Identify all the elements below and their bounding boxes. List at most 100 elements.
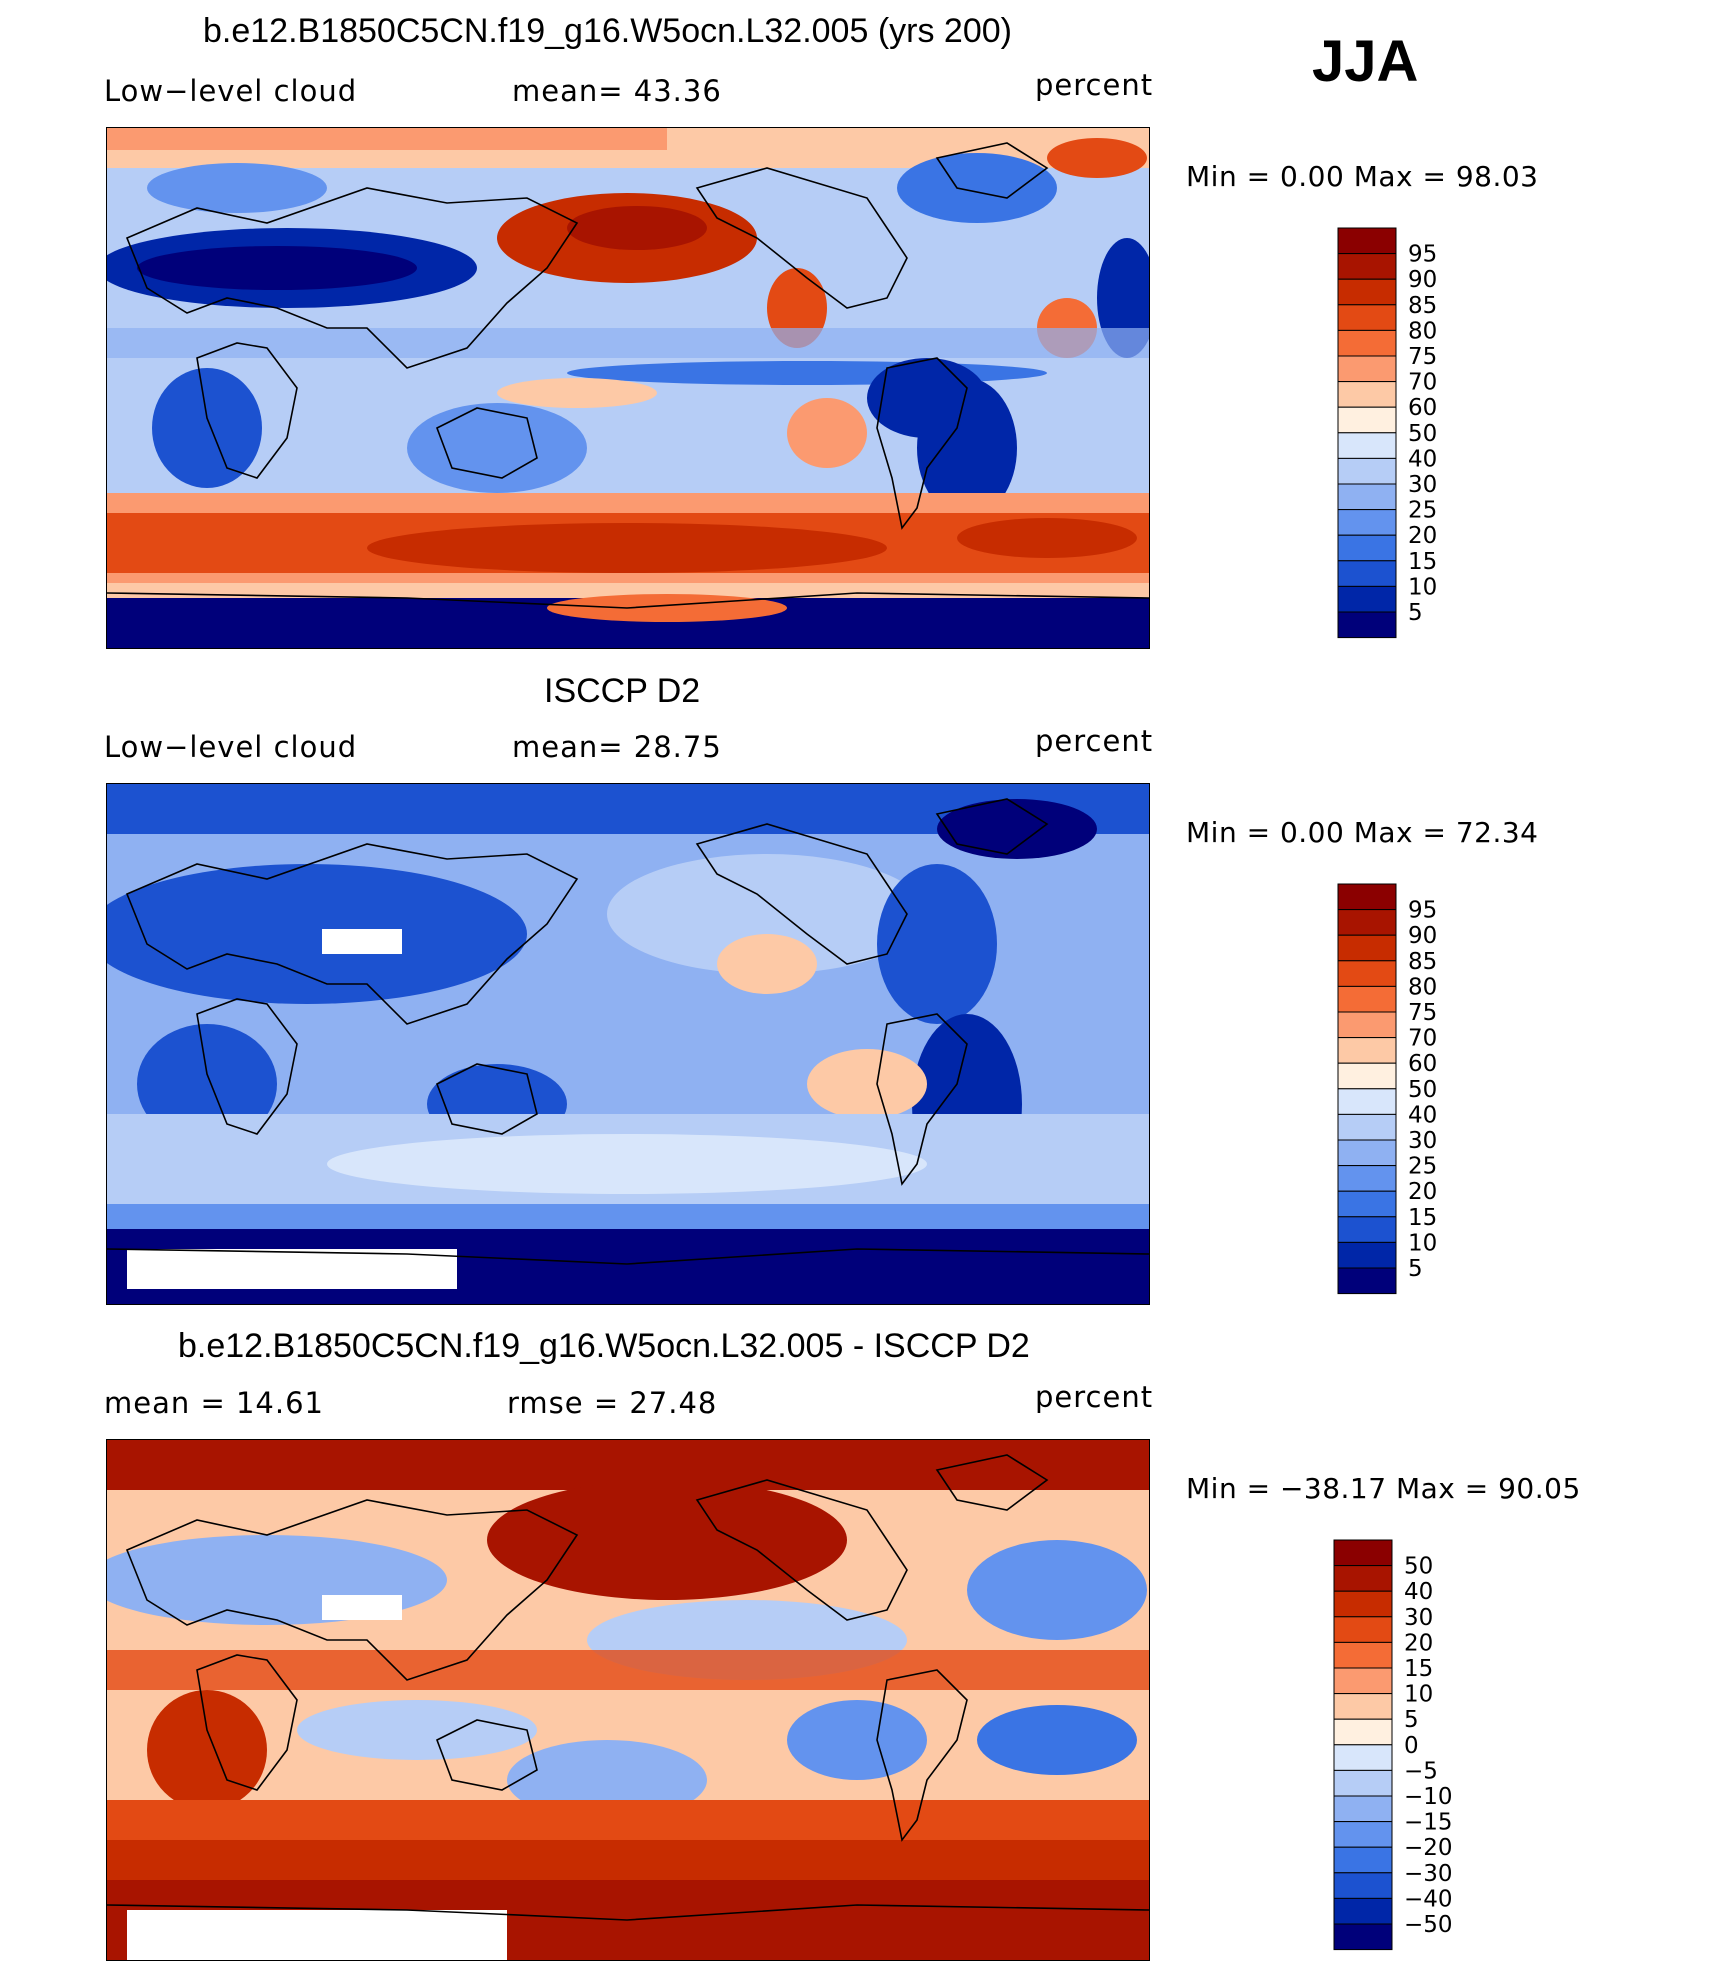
colorbar-swatch: [1337, 1037, 1397, 1064]
colorbar-swatch: [1337, 483, 1397, 511]
panel3-title: b.e12.B1850C5CN.f19_g16.W5ocn.L32.005 - …: [178, 1327, 1030, 1365]
colorbar-swatch: [1337, 278, 1397, 306]
colorbar-tick-label: −40: [1404, 1886, 1453, 1912]
colorbar-swatch: [1337, 585, 1397, 613]
colorbar-swatch: [1337, 1088, 1397, 1115]
colorbar-tick-label: 90: [1408, 923, 1437, 949]
colorbar-swatch: [1337, 934, 1397, 962]
season-label: JJA: [1312, 29, 1419, 94]
colorbar-tick-label: −50: [1404, 1912, 1453, 1938]
colorbar-tick-label: 70: [1408, 1026, 1437, 1052]
colorbar-tick-label: 80: [1408, 974, 1437, 1000]
colorbar-tick-label: 80: [1408, 318, 1437, 344]
panel1-map: [106, 127, 1150, 649]
colorbar-swatch: [1337, 883, 1397, 911]
colorbar-swatch: [1333, 1641, 1393, 1669]
colorbar-swatch: [1337, 985, 1397, 1013]
colorbar-tick-label: 30: [1404, 1605, 1433, 1631]
colorbar-tick-label: 15: [1408, 1205, 1437, 1231]
panel3-minmax: Min = −38.17 Max = 90.05: [1186, 1472, 1581, 1505]
colorbar-tick-label: 5: [1404, 1707, 1419, 1733]
panel1-mean-label: mean= 43.36: [512, 74, 722, 108]
colorbar-tick-label: 85: [1408, 949, 1437, 975]
panel3-units-label: percent: [1035, 1380, 1154, 1414]
colorbar-tick-label: 10: [1408, 1230, 1437, 1256]
colorbar-tick-label: −15: [1404, 1810, 1453, 1836]
colorbar-tick-label: 30: [1408, 1128, 1437, 1154]
colorbar-swatch: [1337, 406, 1397, 434]
colorbar-tick-label: 40: [1408, 1102, 1437, 1128]
colorbar-swatch: [1337, 432, 1397, 459]
colorbar-swatch: [1333, 1846, 1393, 1874]
colorbar-tick-label: 25: [1408, 1154, 1437, 1180]
colorbar-swatch: [1333, 1590, 1393, 1618]
colorbar-swatch: [1337, 227, 1397, 255]
colorbar-swatch: [1337, 534, 1397, 562]
colorbar-tick-label: 20: [1408, 523, 1437, 549]
colorbar-tick-label: 20: [1408, 1179, 1437, 1205]
panel3-rmse-label: rmse = 27.48: [507, 1386, 718, 1420]
panel1-title: b.e12.B1850C5CN.f19_g16.W5ocn.L32.005 (y…: [203, 12, 1012, 50]
colorbar-swatch: [1337, 960, 1397, 987]
colorbar-swatch: [1337, 509, 1397, 536]
panel2-map-svg: [107, 784, 1149, 1304]
colorbar-swatch: [1337, 1062, 1397, 1090]
colorbar-tick-label: 5: [1408, 1256, 1423, 1282]
colorbar-tick-label: 15: [1408, 549, 1437, 575]
colorbar-swatch: [1337, 304, 1397, 331]
colorbar-swatch: [1337, 1241, 1397, 1269]
colorbar-swatch: [1333, 1565, 1393, 1592]
panel3-mean-label: mean = 14.61: [104, 1386, 324, 1420]
colorbar-swatch: [1333, 1744, 1393, 1771]
colorbar-swatch: [1337, 1165, 1397, 1192]
colorbar-swatch: [1337, 253, 1397, 280]
colorbar-tick-label: 15: [1404, 1656, 1433, 1682]
colorbar-tick-label: 10: [1404, 1682, 1433, 1708]
colorbar-swatch: [1337, 1139, 1397, 1167]
colorbar-tick-label: 85: [1408, 293, 1437, 319]
colorbar-swatch: [1337, 560, 1397, 587]
colorbar-swatch: [1333, 1616, 1393, 1643]
panel1-variable-label: Low−level cloud: [104, 74, 358, 108]
panel2-map: [106, 783, 1150, 1305]
colorbar-tick-label: −10: [1404, 1784, 1453, 1810]
colorbar-tick-label: 50: [1408, 1077, 1437, 1103]
colorbar-tick-label: 60: [1408, 395, 1437, 421]
colorbar-swatch: [1337, 1267, 1397, 1295]
colorbar-tick-label: 95: [1408, 242, 1437, 268]
colorbar-swatch: [1333, 1667, 1393, 1695]
colorbar-tick-label: 30: [1408, 472, 1437, 498]
panel2-units-label: percent: [1035, 724, 1154, 758]
colorbar-tick-label: −5: [1404, 1758, 1438, 1784]
colorbar-tick-label: 75: [1408, 1000, 1437, 1026]
colorbar-tick-label: 60: [1408, 1051, 1437, 1077]
colorbar-swatch: [1337, 611, 1397, 639]
colorbar-swatch: [1337, 909, 1397, 936]
colorbar-swatch: [1337, 1011, 1397, 1039]
colorbar-swatch: [1337, 1190, 1397, 1218]
panel1-minmax: Min = 0.00 Max = 98.03: [1186, 160, 1539, 193]
panel2-minmax: Min = 0.00 Max = 72.34: [1186, 816, 1539, 849]
colorbar-tick-label: 95: [1408, 898, 1437, 924]
colorbar-tick-label: 25: [1408, 498, 1437, 524]
colorbar-swatch: [1333, 1897, 1393, 1925]
colorbar-swatch: [1337, 1216, 1397, 1243]
colorbar-tick-label: −20: [1404, 1835, 1453, 1861]
colorbar-swatch: [1337, 457, 1397, 485]
panel3-colorbar: 50 40 30 20 15 10 5 0 −5 −10 −15 −20 −30 −40 −50: [1330, 1539, 1540, 1959]
panel1-map-svg: [107, 128, 1149, 648]
colorbar-tick-label: 90: [1408, 267, 1437, 293]
colorbar-tick-label: 40: [1404, 1579, 1433, 1605]
panel2-colorbar: 95 90 85 80 75 70 60 50 40 30 25 20 15 10 5: [1336, 883, 1536, 1303]
colorbar-swatch: [1337, 355, 1397, 383]
colorbar-tick-label: 10: [1408, 574, 1437, 600]
panel1-colorbar: 95 90 85 80 75 70 60 50 40 30 25 20 15 10 5: [1336, 227, 1536, 647]
colorbar-swatch: [1337, 1113, 1397, 1141]
colorbar-tick-label: 75: [1408, 344, 1437, 370]
colorbar-swatch: [1333, 1795, 1393, 1823]
panel1-units-label: percent: [1035, 68, 1154, 102]
panel2-mean-label: mean= 28.75: [512, 730, 722, 764]
